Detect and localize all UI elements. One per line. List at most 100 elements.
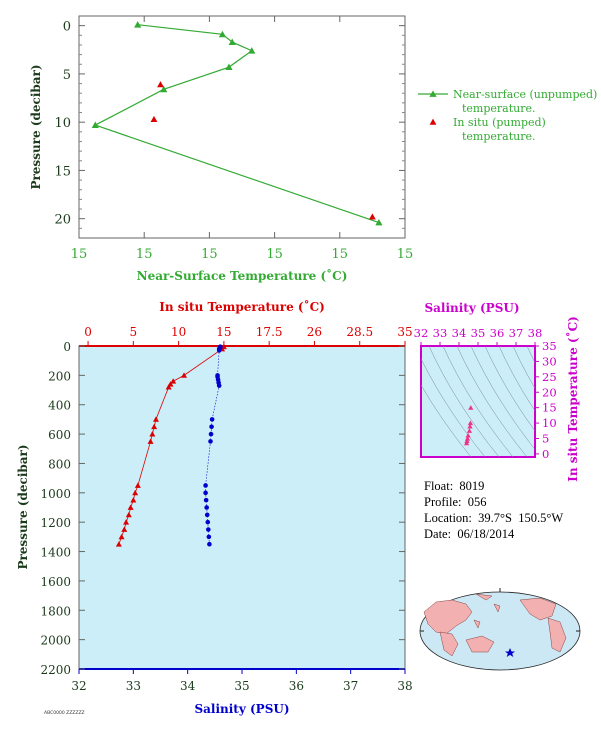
y-tick-label: 1000 — [40, 487, 71, 501]
density-contour — [428, 346, 500, 457]
map-landmass — [519, 597, 557, 621]
unpumped-point — [134, 21, 142, 28]
temperature-point — [149, 431, 156, 437]
sal-tick-label: 35 — [234, 679, 249, 693]
near-surface-chart: 0 5 10 15 20 15 15 15 15 15 15 Near-Surface Tempera… — [29, 15, 597, 283]
world-map — [419, 588, 581, 671]
sal-tick-label: 37 — [343, 679, 358, 693]
map-landmass — [423, 599, 473, 635]
y-tick-label: 10 — [54, 116, 71, 131]
date-label: Date: — [424, 527, 452, 541]
density-contour — [512, 346, 535, 389]
ts-point — [468, 405, 474, 410]
salinity-point — [204, 505, 209, 510]
ts-y-tick-label: 30 — [542, 354, 557, 368]
y-tick-label: 0 — [63, 20, 71, 35]
ts-background — [420, 345, 536, 458]
x-axis-label: Near-Surface Temperature (˚C) — [137, 268, 348, 283]
legend-label-line: Near-surface (unpumped) — [453, 88, 597, 101]
unpumped-point — [248, 47, 256, 54]
legend-label-unpumped: Near-surface (unpumped) temperature. — [453, 88, 597, 115]
map-landmass — [439, 631, 459, 657]
plot-background — [78, 345, 406, 670]
location-label: Location: — [424, 511, 472, 525]
legend-marker-pumped — [429, 118, 437, 125]
salinity-point — [205, 519, 211, 525]
sal-tick-label: 36 — [289, 679, 304, 693]
pumped-point — [369, 213, 376, 220]
temperature-point — [147, 438, 154, 444]
ts-point — [464, 440, 470, 446]
density-contour — [421, 384, 472, 457]
ts-point — [467, 423, 473, 429]
salinity-point — [203, 483, 208, 488]
ts-y-tick-label: 5 — [542, 432, 549, 446]
pumped-point — [157, 81, 164, 88]
date-value: 06/18/2014 — [457, 527, 515, 541]
density-contours — [421, 346, 535, 457]
ts-y-tick-label: 0 — [542, 447, 549, 461]
bottom-axis-label: Salinity (PSU) — [194, 702, 289, 716]
unpumped-point — [228, 38, 236, 45]
ts-point — [464, 438, 470, 444]
x-tick-label: 15 — [332, 247, 349, 262]
y-tick-label: 15 — [54, 164, 71, 179]
sal-tick-label: 38 — [397, 679, 412, 693]
unpumped-point — [375, 218, 383, 226]
ts-y-tick-label: 15 — [542, 401, 557, 415]
salinity-point — [208, 431, 214, 437]
ts-x-tick-label: 38 — [528, 326, 543, 340]
profile-row: Profile: 056 — [424, 494, 563, 510]
temperature-point — [115, 541, 122, 547]
salinity-point — [208, 439, 213, 444]
x-tick-label: 15 — [71, 247, 88, 262]
sal-tick-label: 32 — [71, 679, 86, 693]
ts-y-tick-label: 10 — [542, 416, 557, 430]
y-tick-label: 0 — [63, 340, 71, 354]
salinity-point — [203, 497, 209, 503]
map-landmass — [547, 617, 567, 653]
sal-tick-label: 33 — [126, 679, 141, 693]
temp-tick-label: 17.5 — [256, 325, 283, 339]
temperature-point — [130, 497, 137, 503]
density-contour — [484, 346, 535, 432]
density-contour — [456, 346, 528, 457]
temp-tick-label: 10 — [171, 325, 186, 339]
salinity-point — [216, 348, 222, 353]
temp-tick-label: 35 — [397, 325, 412, 339]
temperature-point — [165, 384, 172, 390]
float-label: Float: — [424, 479, 454, 493]
y-axis-label: Pressure (decibar) — [29, 64, 43, 189]
density-contour — [470, 346, 535, 450]
temperature-point — [134, 482, 141, 488]
profile-label: Profile: — [424, 495, 462, 509]
temperature-point — [151, 423, 158, 430]
ts-top-axis-label: Salinity (PSU) — [424, 301, 519, 315]
salinity-point — [207, 541, 212, 547]
unpumped-point — [218, 30, 227, 38]
temperature-point — [152, 416, 159, 422]
y-tick-label: 600 — [48, 428, 71, 442]
profile-value: 056 — [467, 495, 487, 509]
temp-tick-label: 5 — [130, 325, 138, 339]
temp-tick-label: 28.5 — [346, 325, 373, 339]
location-row: Location: 39.7°S 150.5°W — [424, 510, 563, 526]
y-tick-label: 20 — [54, 213, 71, 228]
unpumped-line — [93, 24, 380, 224]
x-tick-label: 15 — [266, 247, 283, 262]
salinity-line — [205, 346, 221, 545]
ts-y-tick-label: 25 — [542, 370, 557, 384]
x-tick-label: 15 — [201, 247, 218, 262]
ts-y-tick-label: 35 — [542, 339, 557, 353]
legend-label-line: temperature. — [462, 102, 536, 115]
temperature-point — [118, 533, 125, 540]
ts-point — [464, 435, 471, 441]
x-tick-label: 15 — [136, 247, 153, 262]
y-tick-label: 5 — [63, 68, 71, 83]
ts-point — [467, 420, 473, 426]
float-row: Float: 8019 — [424, 478, 563, 494]
legend-label-line: In situ (pumped) — [453, 116, 546, 129]
ts-right-axis-label: In situ Temperature (˚C) — [565, 316, 580, 482]
ts-y-tick-label: 20 — [542, 385, 557, 399]
